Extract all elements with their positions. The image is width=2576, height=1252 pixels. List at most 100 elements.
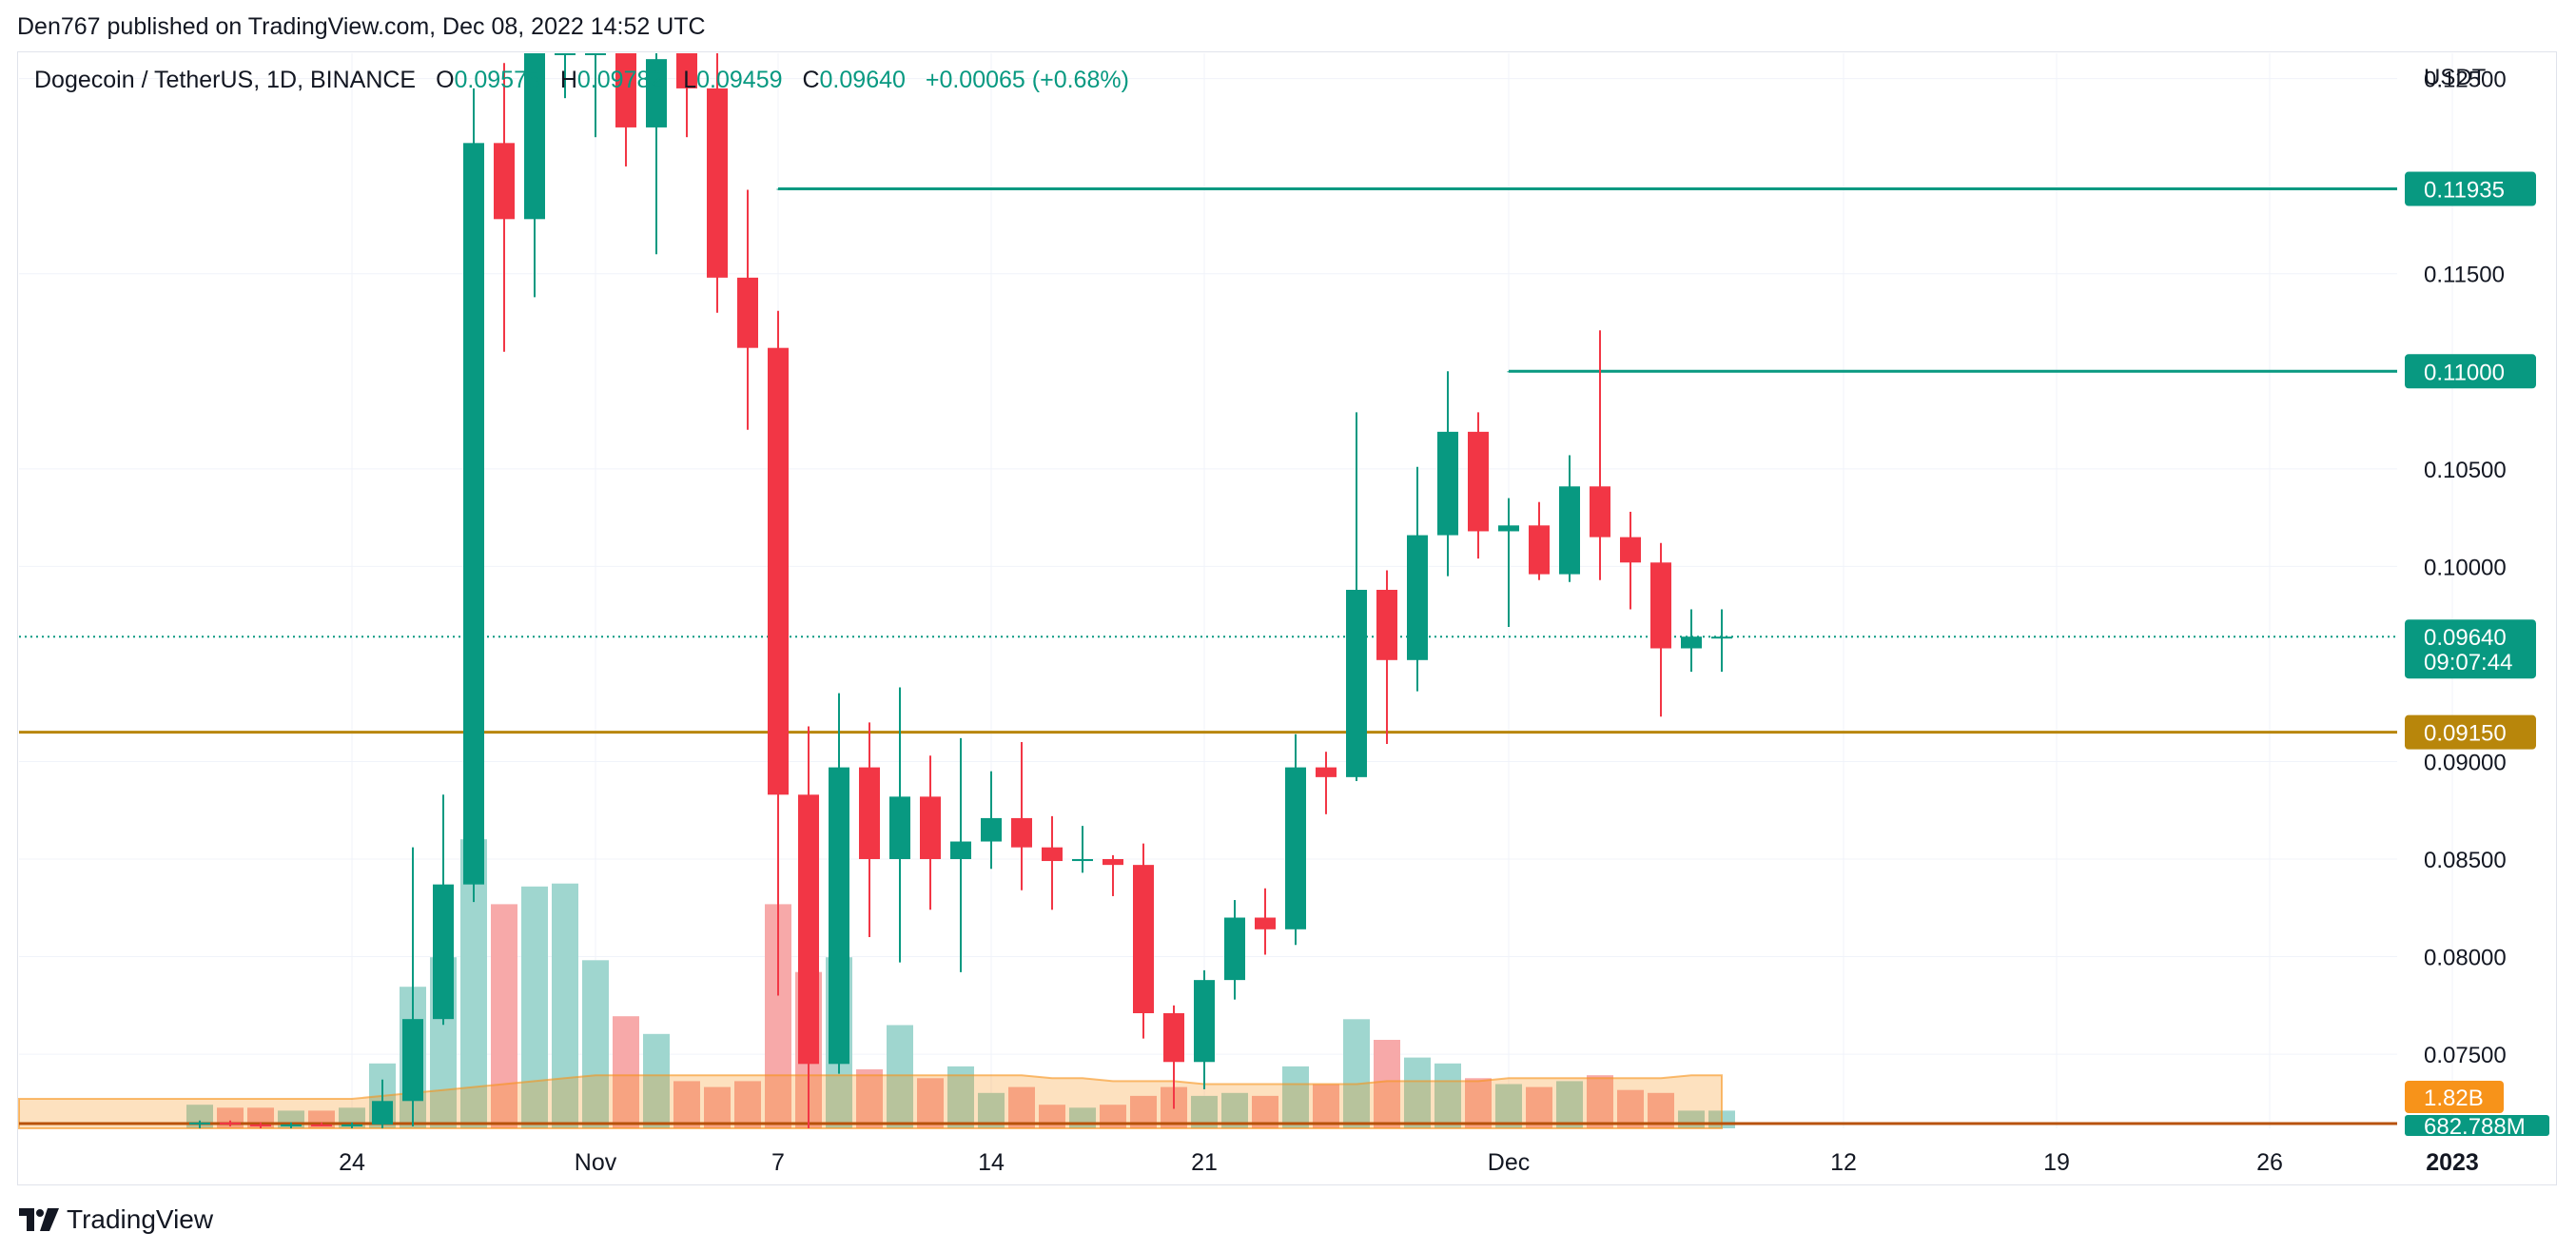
candle-body [1376,589,1397,660]
candle [1650,542,1671,717]
candle [585,53,606,138]
candle [737,189,758,430]
candle [189,1120,210,1128]
volume-bar [552,883,578,1128]
candle-body [555,53,576,55]
publish-info: Den767 published on TradingView.com, Dec… [17,13,706,40]
candle-body [220,1122,241,1125]
candle-body [1468,431,1489,532]
candle-body [829,767,849,1065]
symbol-info[interactable]: Dogecoin / TetherUS, 1D, BINANCE [34,67,417,93]
high-value: 0.09782 [576,67,664,93]
candle-body [1042,847,1063,862]
candle-body [250,1124,271,1126]
candle [1711,609,1732,673]
candle-body [433,884,454,1020]
volume-bar [521,886,548,1128]
candle [1042,815,1063,910]
level-label-0.11935: 0.11935 [2405,171,2536,206]
volume-bar [643,1033,670,1128]
volume-bar [917,1078,944,1128]
candle-body [646,59,667,127]
candle-body [737,277,758,348]
candle-body [1103,858,1123,866]
candle [1103,854,1123,896]
candle [463,88,484,903]
volume-bar [947,1066,974,1128]
candle [1194,969,1215,1089]
candle-body [585,53,606,55]
volume-ma-area [18,1074,1723,1129]
candle-body [950,841,971,859]
candles [189,53,1732,1128]
candle-body [798,794,819,1065]
time-axis[interactable]: 24 Nov 7 14 21 Dec 12 19 26 2023 [339,1149,2479,1176]
price-tick-label: 0.10000 [2424,555,2507,580]
candle [1072,826,1093,873]
candle-body [1224,917,1245,981]
horizontal-levels [19,187,2397,734]
candle-body [920,796,941,859]
candle-body [1711,636,1732,639]
volume-label-bg [2405,1115,2549,1136]
candle [1376,570,1397,744]
volume-bar [1313,1084,1339,1128]
candle [1133,843,1154,1039]
last-price-label-bg [2405,619,2536,679]
ohlc-legend: Dogecoin / TetherUS, 1D, BINANCE O0.0957… [34,67,1129,94]
candle [1255,888,1276,955]
level-label-0.09150: 0.09150 [2405,714,2536,750]
candle-body [524,53,545,220]
level-label-0.11000-bg [2405,354,2536,389]
candle-body [402,1019,423,1102]
candle [1437,371,1458,577]
price-axis[interactable]: 0.12500 0.11500 0.10500 0.10000 0.09000 0.085… [2424,68,2507,1068]
volume-ma-label-text: 1.82B [2424,1086,2484,1111]
candle-body [859,767,880,859]
price-tick-label: 0.07500 [2424,1043,2507,1068]
candle-body [1407,535,1428,660]
candle [372,1079,393,1128]
volume-bar [704,1086,731,1128]
candle-body [281,1124,302,1126]
time-tick-label: 14 [978,1149,1005,1176]
candle [1620,511,1641,610]
volume-bar [1374,1040,1400,1128]
volume-bar [1526,1086,1552,1128]
candle [950,737,971,972]
volume-bar [887,1025,913,1128]
time-tick-label: 26 [2256,1149,2283,1176]
candle [555,53,576,99]
level-label-0.11935-bg [2405,171,2536,206]
candle [1224,900,1245,1000]
open-label: O [436,67,455,93]
candle [798,726,819,1128]
candle-body [1529,525,1550,575]
candle-body [1559,486,1580,575]
candle [676,53,697,138]
level-label-0.09150-bg [2405,714,2536,750]
candle [281,1122,302,1128]
candle-body [189,1122,210,1125]
candle [1529,501,1550,580]
candle [768,310,789,996]
tradingview-brand[interactable]: TradingView [19,1204,213,1235]
time-tick-label: 19 [2043,1149,2070,1176]
volume-ma-label-bg [2405,1081,2504,1113]
candle [1316,752,1337,814]
time-tick-label: 24 [339,1149,365,1176]
volume-bar [673,1081,700,1128]
time-tick-label: 21 [1191,1149,1218,1176]
candle-body [342,1124,362,1126]
tradingview-logo-icon [19,1208,59,1231]
level-label-0.09150-text: 0.09150 [2424,721,2507,747]
candle [1498,498,1519,627]
volume-bar [1617,1089,1644,1128]
candle [1590,330,1610,580]
candle [1285,734,1306,946]
candle [250,1122,271,1128]
candle-body [1072,858,1093,862]
